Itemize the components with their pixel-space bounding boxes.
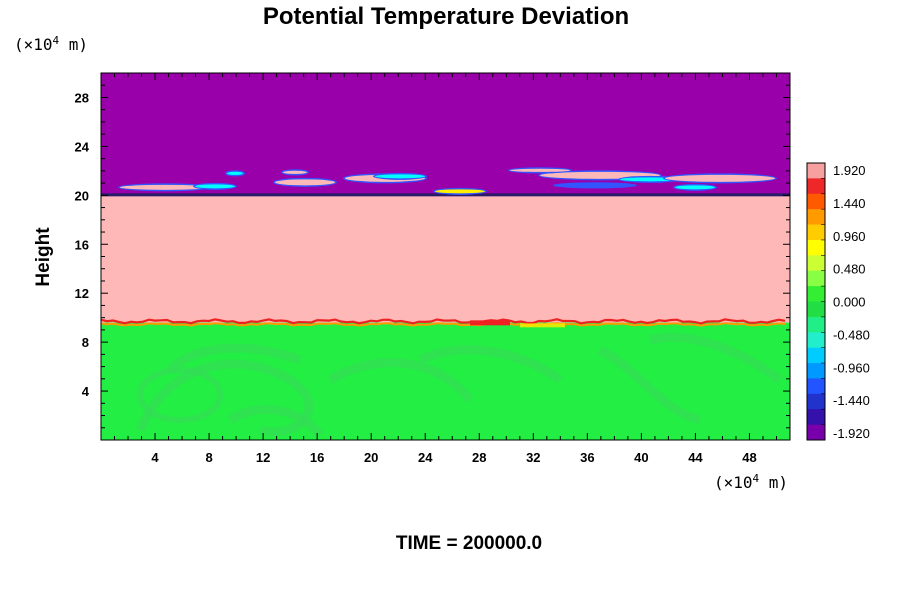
colorbar-step (807, 316, 825, 333)
upper-patch (510, 168, 570, 172)
lower-swirl (327, 358, 474, 403)
y-axis-ticks: 4 8 12 16 20 24 28 (75, 90, 90, 399)
upper-patch (435, 189, 485, 194)
colorbar-step (807, 163, 825, 179)
upper-interface (101, 193, 790, 197)
x-unit-label: (×104 m) (714, 472, 788, 492)
colorbar-step (807, 224, 825, 241)
y-axis-label: Height (33, 227, 54, 287)
y-tick-label: 24 (75, 139, 90, 154)
colorbar-step (807, 378, 825, 395)
colorbar-step (807, 270, 825, 287)
lower-swirl (417, 345, 563, 384)
y-tick-label: 12 (75, 286, 89, 301)
time-label: TIME = 200000.0 (396, 533, 542, 554)
interface-line (101, 318, 786, 325)
upper-patch (675, 185, 715, 190)
colorbar-step (807, 239, 825, 256)
colorbar-label: -1.440 (833, 393, 870, 408)
interface-spot (470, 320, 510, 326)
x-tick-label: 44 (688, 450, 703, 465)
colorbar-step (807, 409, 825, 426)
x-unit-prefix: (×10 (714, 473, 753, 492)
y-unit-exponent: 4 (53, 34, 60, 47)
upper-patch (195, 184, 235, 189)
y-tick-label: 20 (75, 188, 89, 203)
x-tick-label: 24 (418, 450, 433, 465)
band-upper (101, 73, 790, 196)
plot-area (100, 72, 791, 441)
x-tick-label: 12 (256, 450, 270, 465)
y-tick-label: 8 (82, 335, 89, 350)
colorbar-labels: 1.920 1.440 0.960 0.480 0.000 -0.480 -0.960 -1.… (833, 163, 870, 441)
y-tick-label: 28 (75, 90, 89, 105)
x-tick-label: 8 (205, 450, 212, 465)
colorbar-step (807, 286, 825, 302)
upper-patch (555, 183, 635, 187)
upper-patch (375, 174, 425, 179)
lower-swirl (597, 345, 702, 425)
upper-patch (120, 184, 210, 190)
y-tick-label: 4 (82, 384, 90, 399)
lower-swirl (137, 367, 223, 423)
upper-patch (227, 171, 243, 175)
colorbar-label: -0.480 (833, 327, 870, 342)
x-tick-label: 4 (151, 450, 159, 465)
colorbar-step (807, 424, 825, 441)
colorbar-step (807, 332, 825, 349)
x-unit-exponent: 4 (753, 472, 760, 485)
upper-patch (275, 179, 335, 186)
lower-swirl (648, 332, 783, 384)
colorbar-step (807, 393, 825, 410)
lower-swirl (227, 404, 324, 438)
colorbar-label: 1.440 (833, 196, 866, 211)
chart-title: Potential Temperature Deviation (263, 3, 629, 30)
x-tick-label: 48 (742, 450, 756, 465)
x-unit-suffix: m) (759, 473, 788, 492)
interface-spot (520, 323, 565, 328)
x-axis-ticks: 4 8 12 16 20 24 28 32 36 40 44 48 (151, 450, 756, 465)
lower-swirl (166, 343, 302, 374)
x-tick-label: 40 (634, 450, 648, 465)
band-middle (101, 195, 790, 323)
upper-patch (283, 170, 307, 174)
upper-patch (665, 174, 775, 182)
colorbar-label: -0.960 (833, 360, 870, 375)
colorbar-step (807, 363, 825, 379)
x-tick-label: 28 (472, 450, 486, 465)
colorbar-step (807, 193, 825, 210)
x-tick-label: 36 (580, 450, 594, 465)
y-tick-label: 16 (75, 237, 89, 252)
colorbar-label: 0.000 (833, 295, 866, 310)
colorbar-step (807, 347, 825, 364)
colorbar-label: -1.920 (833, 426, 870, 441)
colorbar-step (807, 301, 825, 318)
interface-fringe (101, 322, 786, 327)
colorbar-label: 1.920 (833, 163, 866, 178)
y-unit-label: (×104 m) (14, 34, 88, 54)
colorbar-step (807, 209, 825, 226)
x-tick-label: 20 (364, 450, 378, 465)
colorbar-frame (806, 162, 826, 441)
colorbar (806, 162, 826, 441)
y-unit-suffix: m) (59, 35, 88, 54)
x-tick-label: 32 (526, 450, 540, 465)
x-tick-label: 16 (310, 450, 324, 465)
colorbar-step (807, 255, 825, 272)
colorbar-label: 0.960 (833, 229, 866, 244)
colorbar-step (807, 178, 825, 195)
field-layer (101, 73, 790, 440)
colorbar-label: 0.480 (833, 262, 866, 277)
y-unit-prefix: (×10 (14, 35, 53, 54)
lower-swirl (135, 359, 314, 437)
